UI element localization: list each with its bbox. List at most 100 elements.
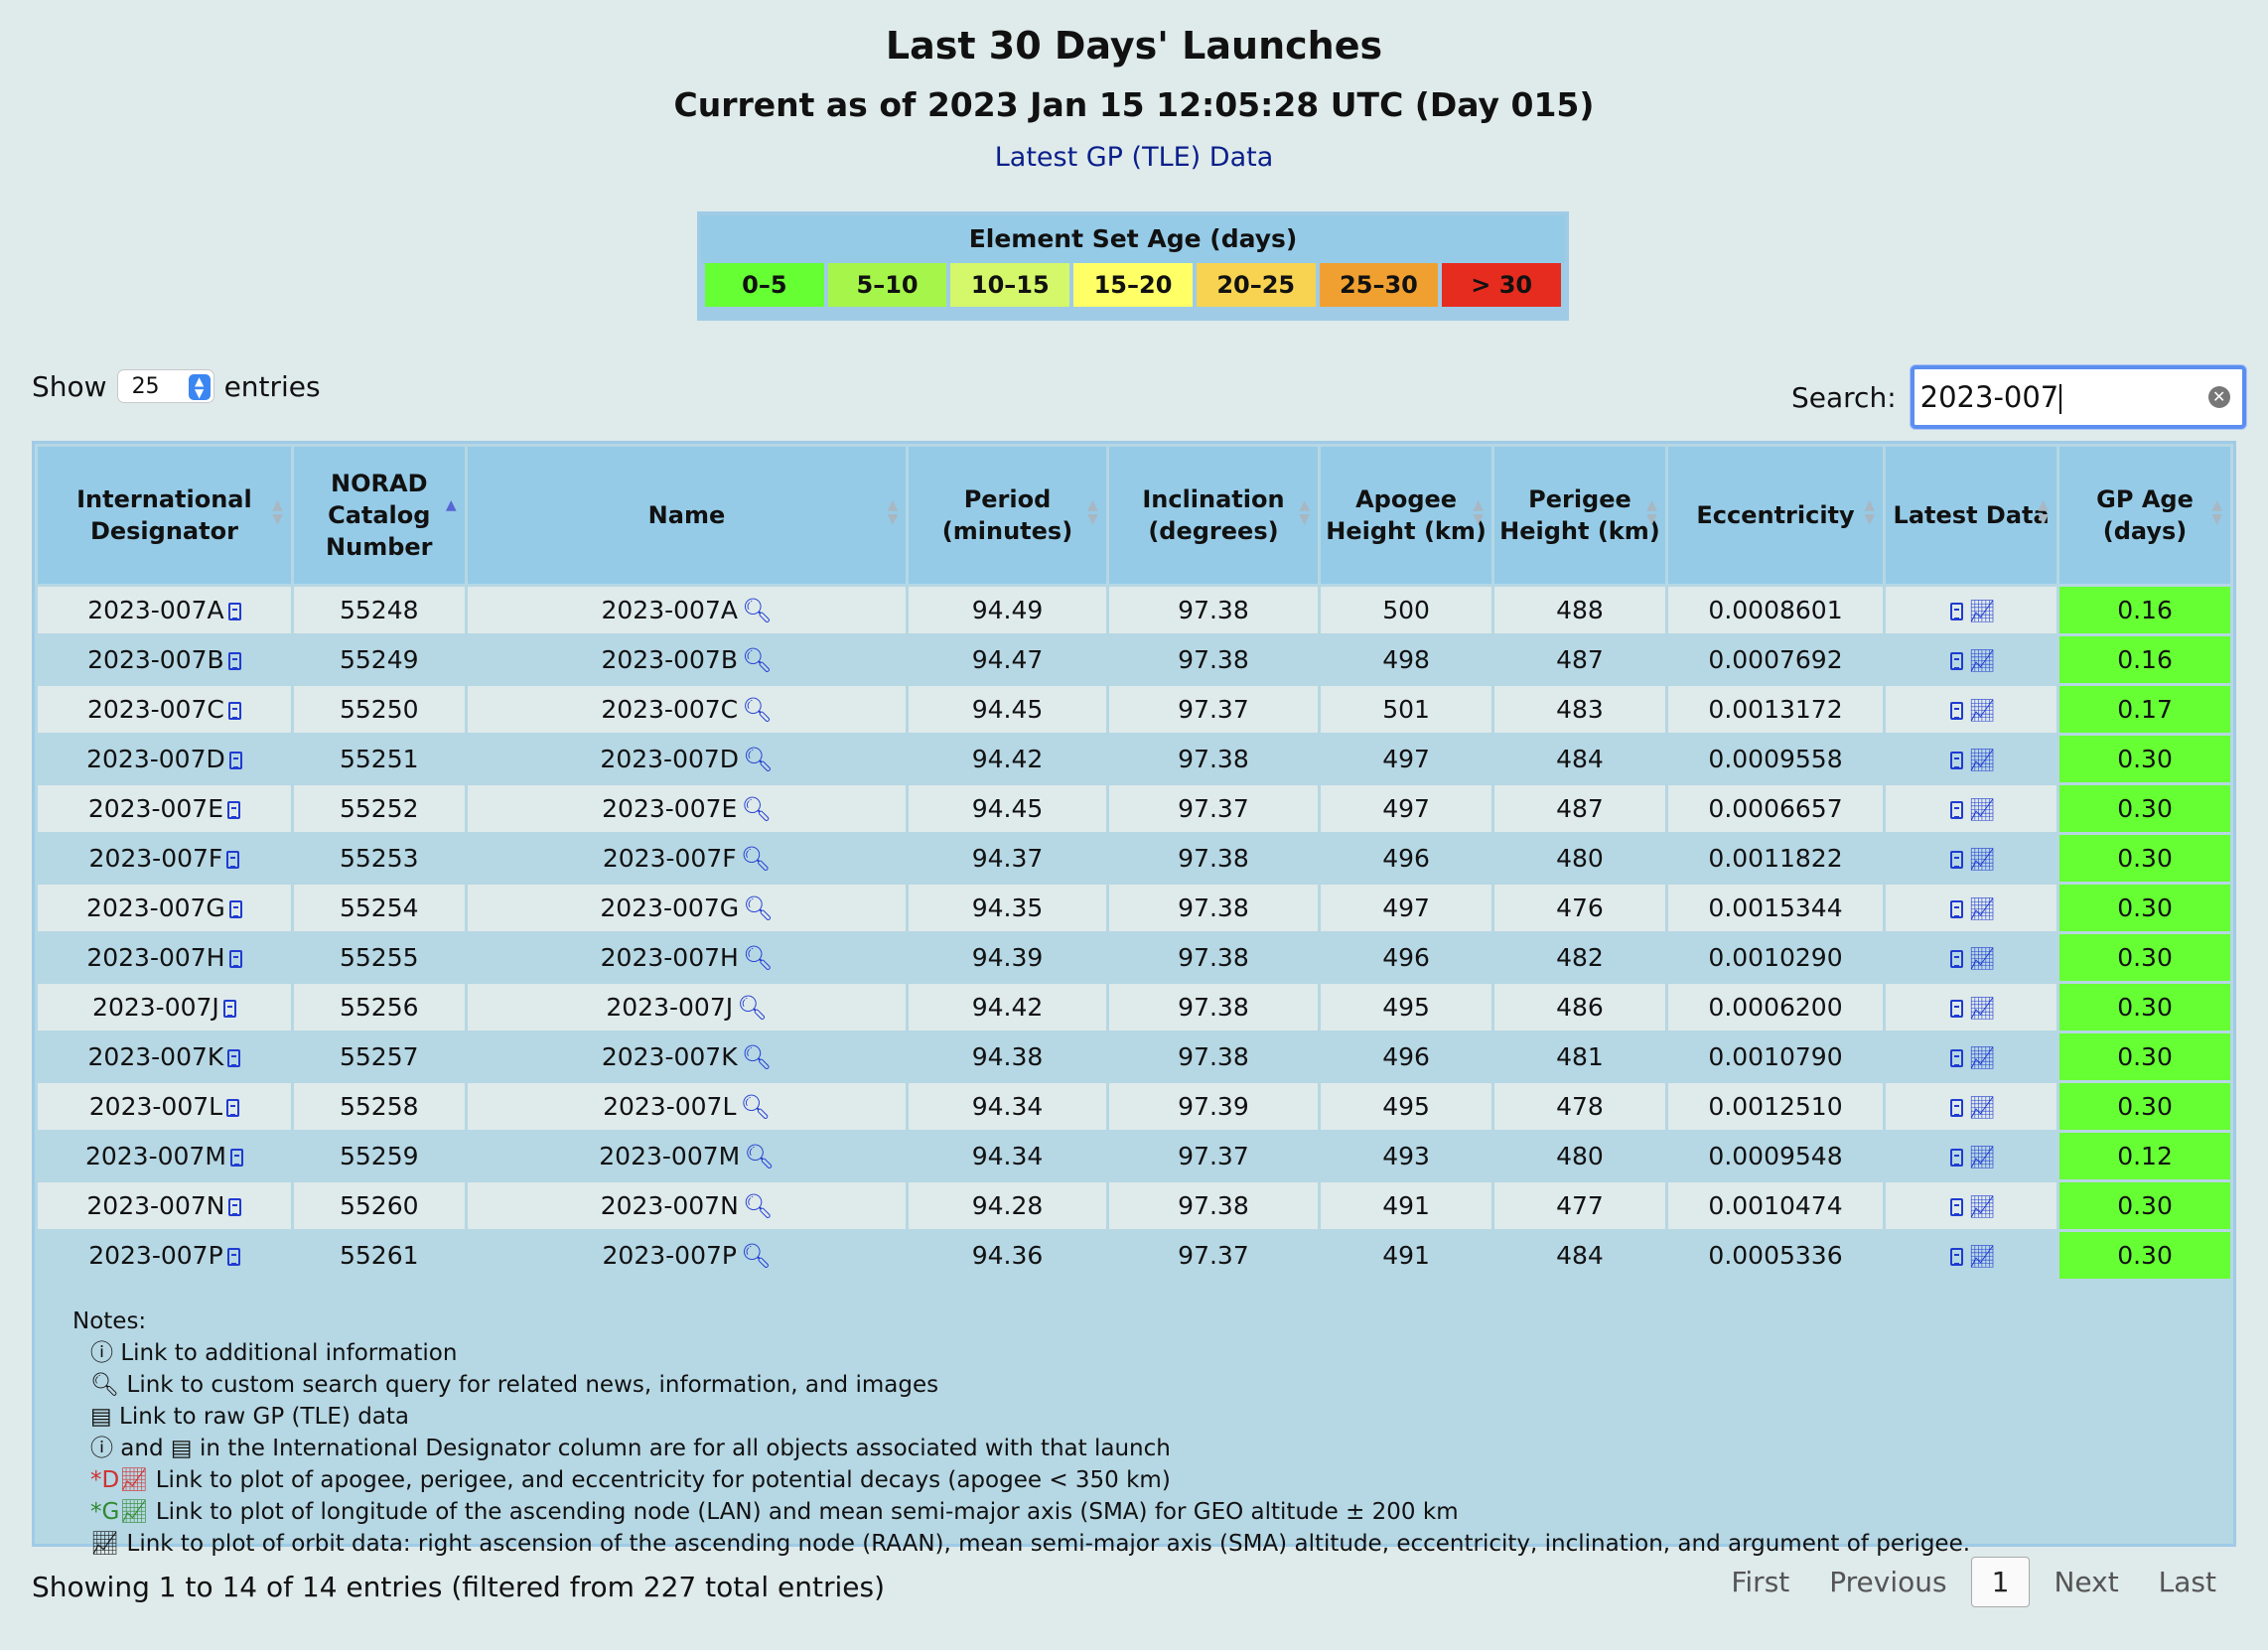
raw-tle-doc-icon[interactable] — [1950, 950, 1964, 968]
orbit-plot-icon[interactable]: 📈︎ — [1968, 649, 1997, 674]
column-header[interactable]: GP Age (days) ▲ ▼ — [2059, 447, 2230, 584]
raw-tle-doc-icon[interactable] — [228, 1198, 242, 1216]
raw-tle-doc-icon[interactable] — [1950, 702, 1964, 720]
table-cell: 0.0013172 — [1667, 686, 1884, 733]
column-header[interactable]: Perigee Height (km) ▲ ▼ — [1494, 447, 1665, 584]
raw-tle-doc-icon[interactable] — [227, 652, 241, 670]
search-query-icon[interactable]: 🔍︎ — [741, 646, 773, 674]
raw-tle-doc-icon[interactable] — [1950, 1248, 1964, 1266]
column-header[interactable]: NORAD Catalog Number ▲ — [293, 447, 465, 584]
column-header[interactable]: Apogee Height (km) ▲ ▼ — [1321, 447, 1492, 584]
clear-search-icon[interactable]: ✕ — [2207, 386, 2230, 408]
search-query-icon[interactable]: 🔍︎ — [742, 944, 774, 972]
orbit-plot-icon[interactable]: 📈︎ — [1968, 1195, 1997, 1220]
orbit-plot-icon[interactable]: 📈︎ — [1968, 1245, 1997, 1270]
plot-icon: 📈︎ — [119, 1499, 149, 1525]
table-cell: 0.17 — [2059, 686, 2230, 733]
table-cell: 55256 — [293, 984, 465, 1031]
table-cell: 55254 — [293, 885, 465, 931]
raw-tle-doc-icon[interactable] — [1950, 1149, 1964, 1167]
raw-tle-doc-icon[interactable] — [228, 950, 242, 968]
next-page-button[interactable]: Next — [2054, 1566, 2119, 1598]
search-query-icon[interactable]: 🔍︎ — [740, 1242, 772, 1270]
raw-tle-doc-icon[interactable] — [226, 1099, 240, 1117]
raw-tle-doc-icon[interactable] — [227, 801, 240, 819]
raw-tle-doc-icon[interactable] — [227, 603, 241, 620]
raw-tle-doc-icon[interactable] — [1950, 1099, 1964, 1117]
search-query-icon[interactable]: 🔍︎ — [743, 894, 774, 922]
previous-page-button[interactable]: Previous — [1829, 1566, 1947, 1598]
search-query-icon[interactable]: 🔍︎ — [741, 1043, 773, 1071]
table-cell: 0.0009558 — [1667, 736, 1884, 782]
raw-tle-doc-icon[interactable] — [1950, 1198, 1964, 1216]
orbit-plot-icon[interactable]: 📈︎ — [1968, 1046, 1997, 1071]
raw-tle-doc-icon[interactable] — [228, 900, 242, 918]
orbit-plot-icon[interactable]: 📈︎ — [1968, 798, 1997, 823]
raw-tle-doc-icon[interactable] — [1950, 1000, 1964, 1018]
table-cell: 55261 — [293, 1232, 465, 1279]
raw-tle-doc-icon[interactable] — [1950, 851, 1964, 869]
search-control: Search: 2023-007 ✕ — [1791, 365, 2246, 429]
last-page-button[interactable]: Last — [2158, 1566, 2216, 1598]
table-cell: 476 — [1494, 885, 1665, 931]
orbit-plot-icon[interactable]: 📈︎ — [1968, 997, 1997, 1022]
raw-tle-doc-icon[interactable] — [1950, 801, 1964, 819]
entries-select[interactable]: 25 ▲ ▼ — [116, 369, 214, 403]
cell-value: 477 — [1556, 1191, 1604, 1220]
raw-tle-doc-icon[interactable] — [227, 702, 241, 720]
table-cell: 0.30 — [2059, 736, 2230, 782]
orbit-plot-icon[interactable]: 📈︎ — [1968, 600, 1997, 624]
search-query-icon[interactable]: 🔍︎ — [741, 795, 772, 823]
table-cell: 0.30 — [2059, 984, 2230, 1031]
table-cell: 496 — [1321, 835, 1492, 882]
orbit-plot-icon[interactable]: 📈︎ — [1968, 1146, 1997, 1170]
column-header[interactable]: Latest Data ▲ ▼ — [1886, 447, 2057, 584]
raw-tle-doc-icon[interactable] — [1950, 1049, 1964, 1067]
cell-value: 0.30 — [2117, 1092, 2173, 1121]
search-query-icon[interactable]: 🔍︎ — [737, 994, 768, 1022]
cell-value: 55260 — [340, 1191, 419, 1220]
raw-tle-doc-icon[interactable] — [1950, 900, 1964, 918]
raw-tle-doc-icon[interactable] — [1950, 752, 1964, 769]
orbit-plot-icon[interactable]: 📈︎ — [1968, 699, 1997, 724]
column-header[interactable]: International Designator ▲ ▼ — [38, 447, 291, 584]
note-text: Link to plot of apogee, perigee, and ecc… — [155, 1467, 1171, 1493]
raw-tle-doc-icon[interactable] — [222, 1000, 236, 1018]
latest-gp-data-link[interactable]: Latest GP (TLE) Data — [994, 142, 1274, 173]
table-cell: 94.42 — [909, 984, 1106, 1031]
search-input[interactable]: 2023-007 ✕ — [1910, 365, 2246, 429]
cell-value: 94.36 — [971, 1241, 1044, 1270]
raw-tle-doc-icon[interactable] — [1950, 652, 1964, 670]
raw-tle-doc-icon[interactable] — [226, 851, 240, 869]
raw-tle-doc-icon[interactable] — [1950, 603, 1964, 620]
search-query-icon[interactable]: 🔍︎ — [742, 1192, 774, 1220]
latest-data-cell: 📈︎ — [1886, 1182, 2057, 1229]
cell-value: 0.0010790 — [1708, 1042, 1843, 1071]
orbit-plot-icon[interactable]: 📈︎ — [1968, 1096, 1997, 1121]
orbit-plot-icon[interactable]: 📈︎ — [1968, 749, 1997, 773]
column-header[interactable]: Name ▲ ▼ — [467, 447, 907, 584]
orbit-plot-icon[interactable]: 📈︎ — [1968, 897, 1997, 922]
search-query-icon[interactable]: 🔍︎ — [742, 696, 773, 724]
table-cell: 478 — [1494, 1083, 1665, 1130]
orbit-plot-icon[interactable]: 📈︎ — [1968, 848, 1997, 873]
search-query-icon[interactable]: 🔍︎ — [741, 597, 773, 624]
cell-value: 97.39 — [1178, 1092, 1249, 1121]
column-header[interactable]: Inclination (degrees) ▲ ▼ — [1108, 447, 1319, 584]
first-page-button[interactable]: First — [1731, 1566, 1790, 1598]
raw-tle-doc-icon[interactable] — [227, 1049, 241, 1067]
search-query-icon[interactable]: 🔍︎ — [743, 746, 774, 773]
table-cell: 94.37 — [909, 835, 1106, 882]
search-query-icon[interactable]: 🔍︎ — [740, 1093, 771, 1121]
raw-tle-doc-icon[interactable] — [229, 1149, 243, 1167]
cell-value: 495 — [1382, 1092, 1430, 1121]
cell-value: 2023-007M — [84, 1142, 226, 1170]
column-header[interactable]: Period (minutes) ▲ ▼ — [909, 447, 1106, 584]
raw-tle-doc-icon[interactable] — [226, 1248, 240, 1266]
search-query-icon[interactable]: 🔍︎ — [744, 1143, 775, 1170]
column-header[interactable]: Eccentricity ▲ ▼ — [1667, 447, 1884, 584]
orbit-plot-icon[interactable]: 📈︎ — [1968, 947, 1997, 972]
raw-tle-doc-icon[interactable] — [228, 752, 242, 769]
current-page-button[interactable]: 1 — [1970, 1557, 2031, 1607]
search-query-icon[interactable]: 🔍︎ — [740, 845, 772, 873]
